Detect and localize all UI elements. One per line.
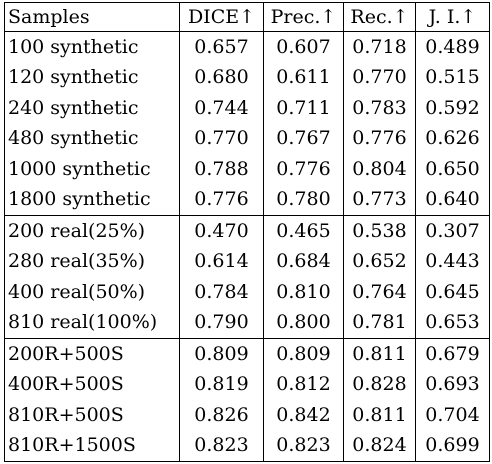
cell-dice: 0.823 [179, 430, 264, 462]
cell-recall: 0.718 [343, 31, 416, 63]
cell-samples: 810 real(100%) [4, 307, 180, 339]
cell-dice: 0.826 [179, 400, 264, 431]
cell-jaccard-index: 0.307 [415, 215, 490, 247]
cell-dice: 0.614 [179, 246, 264, 277]
cell-samples: 120 synthetic [4, 62, 180, 93]
cell-dice: 0.809 [179, 338, 264, 370]
cell-precision: 0.776 [263, 154, 344, 185]
cell-precision: 0.812 [263, 369, 344, 400]
cell-samples: 1800 synthetic [4, 184, 180, 216]
cell-precision: 0.684 [263, 246, 344, 277]
header-row: Samples DICE↑ Prec.↑ Rec.↑ J. I.↑ [4, 2, 490, 32]
table-row: 400R+500S 0.819 0.812 0.828 0.693 [4, 369, 490, 400]
cell-recall: 0.776 [343, 123, 416, 154]
cell-samples: 280 real(35%) [4, 246, 180, 277]
cell-jaccard-index: 0.679 [415, 338, 490, 370]
cell-dice: 0.788 [179, 154, 264, 185]
cell-precision: 0.780 [263, 184, 344, 216]
table-row: 400 real(50%) 0.784 0.810 0.764 0.645 [4, 277, 490, 308]
header-recall: Rec.↑ [343, 2, 416, 32]
cell-precision: 0.809 [263, 338, 344, 370]
cell-samples: 400 real(50%) [4, 277, 180, 308]
cell-dice: 0.680 [179, 62, 264, 93]
cell-precision: 0.465 [263, 215, 344, 247]
cell-precision: 0.800 [263, 307, 344, 339]
cell-jaccard-index: 0.650 [415, 154, 490, 185]
table-row: 200R+500S 0.809 0.809 0.811 0.679 [4, 338, 490, 370]
cell-samples: 200R+500S [4, 338, 180, 370]
cell-dice: 0.819 [179, 369, 264, 400]
cell-precision: 0.810 [263, 277, 344, 308]
cell-samples: 100 synthetic [4, 31, 180, 63]
cell-precision: 0.823 [263, 430, 344, 462]
cell-recall: 0.770 [343, 62, 416, 93]
cell-samples: 810R+500S [4, 400, 180, 431]
cell-jaccard-index: 0.704 [415, 400, 490, 431]
cell-recall: 0.764 [343, 277, 416, 308]
table-row: 240 synthetic 0.744 0.711 0.783 0.592 [4, 93, 490, 124]
table-row: 480 synthetic 0.770 0.767 0.776 0.626 [4, 123, 490, 154]
cell-recall: 0.783 [343, 93, 416, 124]
table-row: 120 synthetic 0.680 0.611 0.770 0.515 [4, 62, 490, 93]
cell-samples: 200 real(25%) [4, 215, 180, 247]
cell-jaccard-index: 0.515 [415, 62, 490, 93]
header-precision: Prec.↑ [263, 2, 344, 32]
table-row: 200 real(25%) 0.470 0.465 0.538 0.307 [4, 215, 490, 247]
table-row: 280 real(35%) 0.614 0.684 0.652 0.443 [4, 246, 490, 277]
cell-precision: 0.842 [263, 400, 344, 431]
cell-samples: 810R+1500S [4, 430, 180, 462]
cell-recall: 0.824 [343, 430, 416, 462]
cell-recall: 0.652 [343, 246, 416, 277]
header-samples: Samples [4, 2, 180, 32]
cell-precision: 0.711 [263, 93, 344, 124]
results-table: Samples DICE↑ Prec.↑ Rec.↑ J. I.↑ 100 sy… [4, 2, 490, 462]
cell-dice: 0.744 [179, 93, 264, 124]
cell-precision: 0.607 [263, 31, 344, 63]
cell-samples: 480 synthetic [4, 123, 180, 154]
cell-dice: 0.776 [179, 184, 264, 216]
cell-jaccard-index: 0.645 [415, 277, 490, 308]
cell-jaccard-index: 0.626 [415, 123, 490, 154]
cell-recall: 0.538 [343, 215, 416, 247]
header-jaccard-index: J. I.↑ [415, 2, 490, 32]
table-row: 810 real(100%) 0.790 0.800 0.781 0.653 [4, 307, 490, 339]
cell-dice: 0.770 [179, 123, 264, 154]
cell-samples: 240 synthetic [4, 93, 180, 124]
cell-recall: 0.773 [343, 184, 416, 216]
cell-jaccard-index: 0.653 [415, 307, 490, 339]
table-row: 1000 synthetic 0.788 0.776 0.804 0.650 [4, 154, 490, 185]
cell-jaccard-index: 0.640 [415, 184, 490, 216]
table-header: Samples DICE↑ Prec.↑ Rec.↑ J. I.↑ [4, 2, 490, 32]
cell-precision: 0.611 [263, 62, 344, 93]
table-row: 100 synthetic 0.657 0.607 0.718 0.489 [4, 31, 490, 63]
cell-jaccard-index: 0.693 [415, 369, 490, 400]
cell-jaccard-index: 0.443 [415, 246, 490, 277]
cell-dice: 0.790 [179, 307, 264, 339]
cell-jaccard-index: 0.699 [415, 430, 490, 462]
header-dice: DICE↑ [179, 2, 264, 32]
table-row: 810R+500S 0.826 0.842 0.811 0.704 [4, 400, 490, 431]
cell-recall: 0.828 [343, 369, 416, 400]
cell-samples: 400R+500S [4, 369, 180, 400]
cell-dice: 0.784 [179, 277, 264, 308]
cell-recall: 0.781 [343, 307, 416, 339]
cell-recall: 0.811 [343, 400, 416, 431]
cell-jaccard-index: 0.592 [415, 93, 490, 124]
table-row: 810R+1500S 0.823 0.823 0.824 0.699 [4, 430, 490, 462]
table-row: 1800 synthetic 0.776 0.780 0.773 0.640 [4, 184, 490, 216]
cell-recall: 0.804 [343, 154, 416, 185]
table-body: 100 synthetic 0.657 0.607 0.718 0.489 120 syn… [4, 31, 490, 462]
cell-samples: 1000 synthetic [4, 154, 180, 185]
cell-dice: 0.657 [179, 31, 264, 63]
cell-dice: 0.470 [179, 215, 264, 247]
cell-precision: 0.767 [263, 123, 344, 154]
cell-jaccard-index: 0.489 [415, 31, 490, 63]
cell-recall: 0.811 [343, 338, 416, 370]
